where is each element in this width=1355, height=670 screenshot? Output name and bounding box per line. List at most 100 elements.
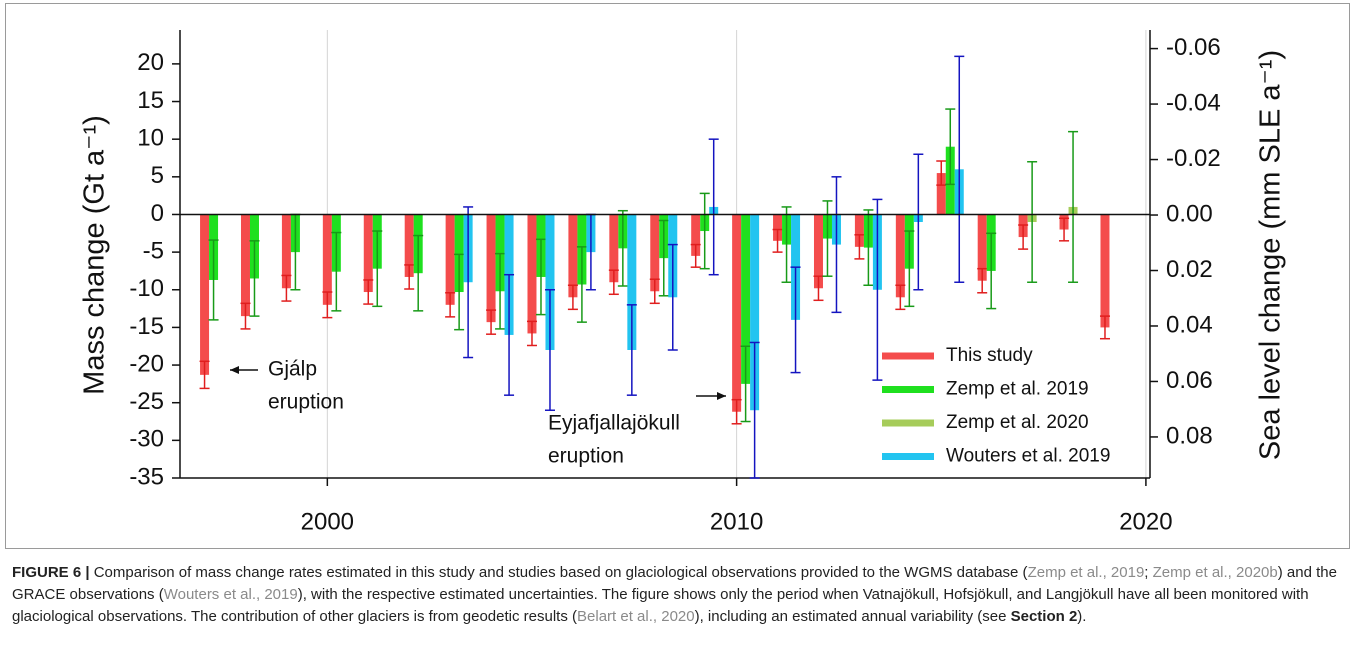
error-bar	[831, 176, 842, 314]
error-bar	[740, 345, 751, 423]
error-bar	[813, 275, 824, 302]
y-tick-label: -30	[129, 426, 164, 453]
bar	[281, 214, 291, 289]
arrow-head	[230, 366, 239, 374]
error-bar	[790, 266, 801, 374]
y2-tick-label: 0.00	[1166, 200, 1213, 227]
legend-swatch	[882, 453, 934, 460]
y-tick-label: -35	[129, 463, 164, 490]
bar	[545, 214, 555, 350]
bar	[977, 214, 987, 281]
x-tick-label: 2000	[301, 508, 354, 535]
error-bar	[281, 274, 292, 302]
error-bar	[749, 341, 760, 479]
chart: Mass change (Gt a⁻¹) Sea level change (m…	[5, 3, 1350, 549]
y-tick-label: 10	[137, 125, 164, 152]
section-link[interactable]: Section 2	[1010, 608, 1078, 625]
error-bar	[331, 231, 342, 312]
y-axis-label: Mass change (Gt a⁻¹)	[79, 115, 111, 395]
error-bar	[904, 230, 915, 308]
reference[interactable]: Zemp et al., 2019	[1027, 564, 1145, 581]
bar	[322, 214, 332, 305]
y-tick-label: 0	[151, 200, 164, 227]
error-bar	[699, 192, 710, 270]
annotation: Eyjafjallajökull	[548, 412, 680, 435]
y-tick-label: -25	[129, 388, 164, 415]
reference[interactable]: Zemp et al., 2020b	[1152, 564, 1278, 581]
error-bar	[413, 234, 424, 312]
error-bar	[199, 360, 210, 390]
error-bar	[658, 219, 669, 297]
reference[interactable]: Wouters et al., 2019	[163, 586, 298, 603]
error-bar	[463, 206, 474, 359]
error-bar	[731, 398, 742, 425]
y2-tick-label: 0.02	[1166, 256, 1213, 283]
error-bar	[544, 289, 555, 411]
error-bar	[567, 284, 578, 311]
error-bar	[708, 138, 719, 276]
y2-tick-label: 0.08	[1166, 422, 1213, 449]
y2-tick-label: -0.04	[1166, 89, 1221, 116]
bar	[404, 214, 414, 277]
annotation: eruption	[268, 391, 344, 414]
caption: FIGURE 6 | Comparison of mass change rat…	[12, 562, 1342, 628]
error-bar	[986, 232, 997, 310]
error-bar	[404, 264, 415, 290]
error-bar	[504, 273, 515, 396]
bar	[527, 214, 537, 334]
error-bar	[526, 320, 537, 347]
caption-text: ), including an estimated annual variabi…	[694, 608, 1011, 625]
bar	[650, 214, 660, 292]
caption-text: ), with the respective estimated uncerta…	[12, 586, 1309, 625]
annotation: eruption	[548, 445, 624, 468]
error-bar	[372, 230, 383, 308]
error-bar	[486, 309, 497, 335]
error-bar	[1059, 217, 1070, 242]
error-bar	[617, 209, 628, 287]
legend-swatch	[882, 352, 934, 360]
y-tick-label: 5	[151, 162, 164, 189]
error-bar	[363, 279, 374, 305]
x-tick-label: 2020	[1119, 508, 1172, 535]
error-bar	[576, 246, 587, 323]
bar	[691, 214, 701, 256]
bar	[200, 214, 210, 375]
legend-label: Wouters et al. 2019	[946, 446, 1110, 467]
y-tick-label: 15	[137, 87, 164, 114]
error-bar	[445, 292, 456, 318]
caption-text: ).	[1077, 608, 1087, 625]
error-bar	[822, 200, 833, 277]
arrow-head	[717, 392, 726, 400]
reference[interactable]: Belart et al., 2020	[577, 608, 695, 625]
bar	[363, 214, 373, 293]
error-bar	[945, 108, 956, 186]
bar	[936, 173, 946, 215]
error-bar	[1027, 161, 1038, 283]
bar	[609, 214, 619, 283]
legend-label: Zemp et al. 2020	[946, 412, 1089, 433]
y-tick-label: -20	[129, 350, 164, 377]
error-bar	[495, 252, 506, 330]
error-bar	[954, 55, 965, 283]
error-bar	[240, 302, 251, 330]
error-bar	[913, 153, 924, 291]
annotation: Gjálp	[268, 358, 317, 381]
bar	[854, 214, 864, 247]
legend-label: This study	[946, 345, 1033, 366]
caption-text: ) and the GRACE observations (	[12, 564, 1337, 603]
y2-tick-label: -0.02	[1166, 145, 1221, 172]
legend-label: Zemp et al. 2019	[946, 379, 1089, 400]
bar	[741, 214, 751, 384]
bar	[445, 214, 455, 305]
bar	[568, 214, 578, 298]
error-bar	[454, 253, 465, 331]
bar	[627, 214, 637, 350]
error-bar	[249, 240, 260, 317]
y-tick-label: -15	[129, 313, 164, 340]
error-bar	[772, 228, 783, 253]
caption-label: FIGURE 6 |	[12, 564, 90, 581]
error-bar	[863, 209, 874, 286]
error-bar	[322, 291, 333, 319]
error-bar	[208, 239, 219, 321]
